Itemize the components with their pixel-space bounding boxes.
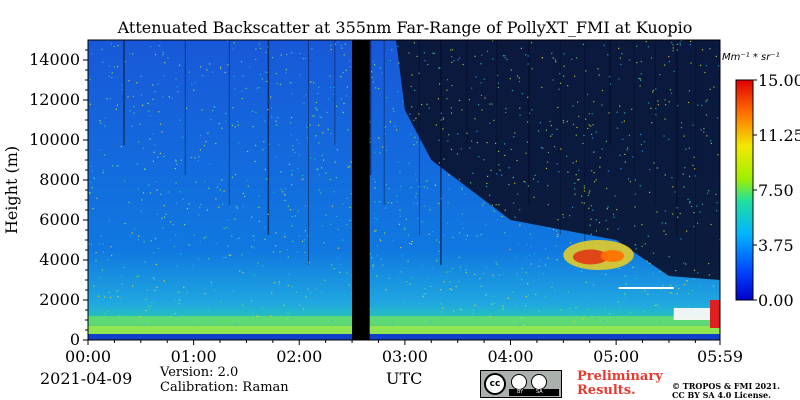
signal-streak xyxy=(675,40,678,235)
signal-streak xyxy=(369,40,372,175)
low-signal-region xyxy=(396,40,720,280)
x-tick-label: 00:00 xyxy=(65,347,111,366)
y-tick-label: 0 xyxy=(70,330,80,349)
x-tick-label: 02:00 xyxy=(276,347,322,366)
license-text: CC BY SA 4.0 License. xyxy=(672,390,771,400)
signal-streak xyxy=(559,40,561,235)
signal-streak xyxy=(440,40,442,265)
near-surface-layer xyxy=(88,326,720,336)
footer-version: Version: 2.0 xyxy=(160,365,239,380)
y-axis-label: Height (m) xyxy=(2,146,21,234)
y-tick-label: 12000 xyxy=(29,90,80,109)
colorbar-tick-label: 0.00 xyxy=(758,291,794,310)
colorbar-unit-label: Mm⁻¹ * sr⁻¹ xyxy=(722,52,780,63)
cc-by-text: BY xyxy=(517,389,524,395)
cloud-base xyxy=(673,308,720,320)
colorbar-tick-label: 15.00 xyxy=(758,71,800,90)
x-tick-label: 05:00 xyxy=(593,347,639,366)
cloud-strong-return xyxy=(710,300,720,328)
chart-title: Attenuated Backscatter at 355nm Far-Rang… xyxy=(117,18,693,37)
y-tick-label: 6000 xyxy=(39,210,80,229)
signal-streak xyxy=(528,40,530,205)
x-tick-label: 05:59 xyxy=(697,347,743,366)
colorbar-gradient xyxy=(735,79,754,301)
aerosol-layer-core-2 xyxy=(600,250,625,262)
overlap-zone xyxy=(88,334,720,340)
y-tick-label: 8000 xyxy=(39,170,80,189)
y-tick-label: 14000 xyxy=(29,50,80,69)
signal-streak xyxy=(308,40,309,265)
signal-streak xyxy=(383,40,385,205)
colorbar-tick-label: 3.75 xyxy=(758,236,794,255)
x-tick-label: 03:00 xyxy=(382,347,428,366)
signal-streak xyxy=(466,40,468,145)
colorbar-tick-label: 11.25 xyxy=(758,126,800,145)
signal-streak xyxy=(584,40,586,265)
share-alike-icon xyxy=(531,374,547,390)
x-axis: 00:00 01:00 02:00 03:00 04:00 05:00 05:59 xyxy=(65,340,743,366)
signal-streak xyxy=(496,40,498,175)
signal-streak xyxy=(654,40,656,205)
signal-streak xyxy=(123,40,125,145)
x-axis-label: UTC xyxy=(386,369,423,388)
y-tick-label: 2000 xyxy=(39,290,80,309)
footer-calibration: Calibration: Raman xyxy=(160,380,289,395)
signal-streak xyxy=(334,40,336,145)
preliminary-results-label: Results. xyxy=(577,383,636,398)
cc-license-badge: cc BY SA xyxy=(480,370,562,398)
signal-streak xyxy=(184,40,186,175)
colorbar-tick-label: 7.50 xyxy=(758,181,794,200)
signal-streak xyxy=(418,40,420,235)
y-tick-label: 10000 xyxy=(29,130,80,149)
footer-date: 2021-04-09 xyxy=(40,369,133,388)
preliminary-label: Preliminary xyxy=(577,369,663,384)
attribution-icon xyxy=(511,374,527,390)
data-gap xyxy=(352,40,370,340)
copyright-text: © TROPOS & FMI 2021. xyxy=(672,381,781,391)
cc-sa-text: SA xyxy=(536,389,543,395)
y-axis: 0 2000 4000 6000 8000 10000 12000 14000 xyxy=(29,49,88,349)
signal-streak xyxy=(267,40,270,235)
plot-area xyxy=(87,39,721,341)
cc-icon: cc xyxy=(484,373,506,395)
y-tick-label: 4000 xyxy=(39,250,80,269)
x-tick-label: 01:00 xyxy=(171,347,217,366)
license-band: BY SA xyxy=(509,389,559,396)
signal-streak xyxy=(228,40,230,205)
signal-streak xyxy=(609,40,611,145)
colorbar: 0.00 3.75 7.50 11.25 15.00 xyxy=(735,71,800,310)
signal-streak xyxy=(695,40,697,265)
signal-streak xyxy=(633,40,635,175)
x-tick-label: 04:00 xyxy=(487,347,533,366)
aerosol-layer-core xyxy=(572,249,609,265)
